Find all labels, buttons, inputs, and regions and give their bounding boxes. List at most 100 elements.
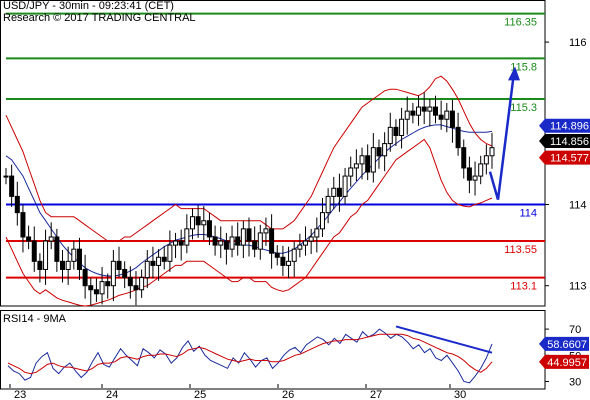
candle-body bbox=[184, 228, 190, 246]
candle-body bbox=[483, 155, 489, 165]
level-label-114: 114 bbox=[519, 208, 537, 220]
candle-body bbox=[319, 212, 325, 230]
candle-body bbox=[444, 110, 450, 120]
candle-body bbox=[274, 252, 280, 258]
candle-body bbox=[466, 167, 472, 181]
candle-body bbox=[280, 256, 286, 266]
candle-body bbox=[257, 232, 263, 250]
candle-body bbox=[252, 240, 258, 250]
candle-body bbox=[331, 187, 337, 197]
candle-body bbox=[223, 240, 229, 250]
candle-body bbox=[93, 289, 99, 295]
candle-body bbox=[472, 175, 478, 181]
candle-body bbox=[54, 236, 60, 262]
candle-body bbox=[82, 268, 88, 287]
candle-body bbox=[365, 155, 371, 173]
candle-body bbox=[438, 114, 444, 120]
candle-body bbox=[348, 167, 354, 177]
candle-body bbox=[342, 175, 348, 197]
candle-body bbox=[489, 147, 495, 157]
candle-body bbox=[189, 216, 195, 230]
candle-body bbox=[218, 240, 224, 246]
date-tick-label: 25 bbox=[194, 389, 206, 400]
rsi-tag-rsi bbox=[539, 336, 589, 351]
rsi-tick-label: 30 bbox=[569, 376, 581, 388]
price-tick-label: 114 bbox=[569, 200, 587, 212]
candle-body bbox=[370, 147, 376, 173]
price-tag-last bbox=[539, 133, 590, 148]
candle-body bbox=[455, 126, 461, 149]
candle-body bbox=[246, 228, 252, 242]
level-label-115.8: 115.8 bbox=[510, 61, 537, 73]
rsi-tag-label-rsi_ma: 44.9957 bbox=[547, 357, 587, 369]
candle-body bbox=[88, 285, 94, 291]
price-tick-label: 116 bbox=[569, 37, 587, 49]
candle-body bbox=[314, 228, 320, 238]
candle-body bbox=[76, 248, 82, 270]
candle-body bbox=[122, 268, 128, 279]
candle-body bbox=[201, 220, 207, 226]
candle-body bbox=[127, 277, 133, 287]
chart-copyright: Research © 2017 TRADING CENTRAL bbox=[3, 12, 196, 24]
price-axis: 113114115116 bbox=[545, 37, 587, 293]
candle-body bbox=[71, 248, 77, 262]
candle-body bbox=[336, 187, 342, 197]
candle-body bbox=[43, 240, 49, 270]
level-label-116.35: 116.35 bbox=[504, 17, 537, 29]
price-tag-label-last: 114.856 bbox=[550, 136, 589, 148]
candle-body bbox=[150, 260, 156, 266]
candle-body bbox=[291, 248, 297, 262]
price-tag-label-stop: 114.577 bbox=[550, 153, 589, 165]
candle-body bbox=[3, 175, 9, 178]
candle-body bbox=[303, 240, 309, 246]
price-tag-label-bb: 114.896 bbox=[550, 121, 589, 133]
date-tick-label: 23 bbox=[14, 389, 26, 400]
rsi-tag-label-rsi: 58.6607 bbox=[547, 339, 587, 351]
candle-body bbox=[297, 244, 303, 250]
candle-body bbox=[173, 240, 179, 246]
date-tick-label: 26 bbox=[282, 389, 294, 400]
price-candles bbox=[3, 92, 495, 306]
price-tick-label: 113 bbox=[569, 281, 587, 293]
date-tick-label: 27 bbox=[370, 389, 382, 400]
candle-body bbox=[9, 175, 15, 197]
date-axis: 23 24 25 26 27 30 bbox=[9, 384, 466, 400]
candle-body bbox=[235, 236, 241, 246]
candle-body bbox=[399, 118, 405, 136]
candle-body bbox=[31, 240, 37, 262]
price-tags: 114.896 114.856 114.577 bbox=[539, 118, 590, 165]
candle-body bbox=[65, 260, 71, 270]
candle-body bbox=[229, 236, 235, 250]
candle-body bbox=[263, 228, 269, 234]
rsi-trendline bbox=[395, 325, 493, 354]
candle-body bbox=[376, 147, 382, 157]
candle-body bbox=[449, 110, 455, 128]
date-tick-label: 24 bbox=[106, 389, 118, 400]
candle-body bbox=[139, 277, 145, 291]
price-tag-bb bbox=[539, 118, 590, 133]
projection-arrow bbox=[488, 66, 520, 201]
bollinger-upper-line bbox=[5, 75, 493, 242]
candle-body bbox=[156, 256, 162, 266]
candle-body bbox=[37, 260, 43, 270]
candle-body bbox=[116, 260, 122, 270]
chart-title: USD/JPY - 30min - 09:23:41 (CET) bbox=[3, 0, 174, 12]
candle-body bbox=[99, 281, 105, 295]
rsi_ma-line bbox=[7, 333, 493, 375]
candle-body bbox=[461, 147, 467, 169]
projection-down-leg bbox=[488, 171, 500, 201]
candle-body bbox=[195, 216, 201, 226]
candle-body bbox=[393, 126, 399, 136]
support-resistance-levels: 116.35 115.8 115.3 114 113.55 113.1 bbox=[6, 12, 545, 293]
candle-body bbox=[427, 106, 433, 112]
level-label-115.3: 115.3 bbox=[510, 102, 537, 114]
candle-body bbox=[20, 212, 26, 238]
rsi-tick-label: 70 bbox=[569, 324, 581, 336]
candle-body bbox=[206, 220, 212, 238]
candle-body bbox=[48, 236, 54, 242]
projection-arrowhead bbox=[508, 66, 520, 81]
projection-up-leg bbox=[496, 72, 516, 200]
candle-body bbox=[110, 260, 116, 287]
candle-body bbox=[178, 240, 184, 246]
